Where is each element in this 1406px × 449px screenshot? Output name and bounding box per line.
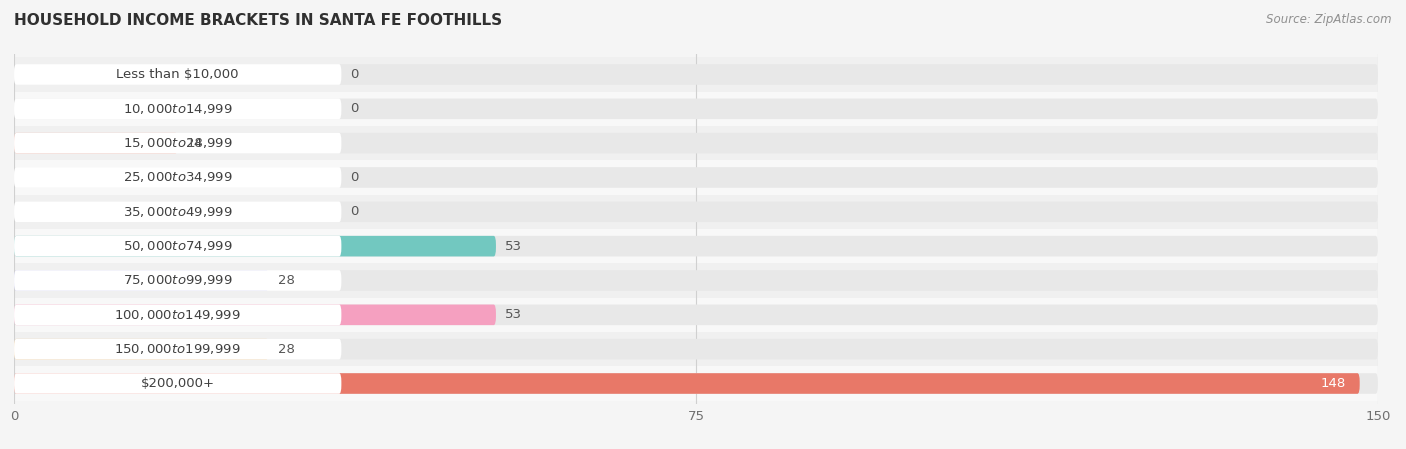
Text: 0: 0	[350, 171, 359, 184]
Text: 53: 53	[505, 240, 522, 253]
Text: 53: 53	[505, 308, 522, 321]
Bar	[14, 126, 1378, 160]
Bar	[14, 160, 1378, 195]
FancyBboxPatch shape	[14, 304, 496, 325]
Text: Less than $10,000: Less than $10,000	[117, 68, 239, 81]
FancyBboxPatch shape	[14, 133, 177, 154]
Text: 0: 0	[350, 102, 359, 115]
FancyBboxPatch shape	[14, 339, 342, 360]
FancyBboxPatch shape	[14, 236, 496, 256]
Text: $200,000+: $200,000+	[141, 377, 215, 390]
FancyBboxPatch shape	[14, 98, 1378, 119]
Text: $25,000 to $34,999: $25,000 to $34,999	[122, 171, 232, 185]
FancyBboxPatch shape	[14, 64, 342, 85]
Text: $50,000 to $74,999: $50,000 to $74,999	[122, 239, 232, 253]
FancyBboxPatch shape	[14, 373, 1378, 394]
FancyBboxPatch shape	[14, 373, 1360, 394]
FancyBboxPatch shape	[14, 373, 342, 394]
Bar	[14, 366, 1378, 401]
Bar	[14, 263, 1378, 298]
Text: Source: ZipAtlas.com: Source: ZipAtlas.com	[1267, 13, 1392, 26]
FancyBboxPatch shape	[14, 270, 1378, 291]
Text: $150,000 to $199,999: $150,000 to $199,999	[114, 342, 240, 356]
Text: HOUSEHOLD INCOME BRACKETS IN SANTA FE FOOTHILLS: HOUSEHOLD INCOME BRACKETS IN SANTA FE FO…	[14, 13, 502, 28]
FancyBboxPatch shape	[14, 304, 1378, 325]
FancyBboxPatch shape	[14, 167, 342, 188]
FancyBboxPatch shape	[14, 270, 342, 291]
FancyBboxPatch shape	[14, 236, 1378, 256]
FancyBboxPatch shape	[14, 270, 269, 291]
FancyBboxPatch shape	[14, 167, 1378, 188]
FancyBboxPatch shape	[14, 339, 269, 360]
Bar	[14, 92, 1378, 126]
Text: $35,000 to $49,999: $35,000 to $49,999	[122, 205, 232, 219]
Text: $100,000 to $149,999: $100,000 to $149,999	[114, 308, 240, 322]
Bar	[14, 298, 1378, 332]
Bar	[14, 195, 1378, 229]
FancyBboxPatch shape	[14, 64, 1378, 85]
FancyBboxPatch shape	[14, 133, 1378, 154]
Text: $75,000 to $99,999: $75,000 to $99,999	[122, 273, 232, 287]
Text: 28: 28	[278, 274, 295, 287]
FancyBboxPatch shape	[14, 236, 342, 256]
FancyBboxPatch shape	[14, 98, 342, 119]
Text: 148: 148	[1320, 377, 1346, 390]
Text: 18: 18	[187, 136, 204, 150]
Text: 28: 28	[278, 343, 295, 356]
FancyBboxPatch shape	[14, 133, 342, 154]
Text: $15,000 to $24,999: $15,000 to $24,999	[122, 136, 232, 150]
FancyBboxPatch shape	[14, 304, 342, 325]
Text: $10,000 to $14,999: $10,000 to $14,999	[122, 102, 232, 116]
Bar	[14, 57, 1378, 92]
Bar	[14, 229, 1378, 263]
Bar	[14, 332, 1378, 366]
Text: 0: 0	[350, 205, 359, 218]
Text: 0: 0	[350, 68, 359, 81]
FancyBboxPatch shape	[14, 202, 342, 222]
FancyBboxPatch shape	[14, 202, 1378, 222]
FancyBboxPatch shape	[14, 339, 1378, 360]
